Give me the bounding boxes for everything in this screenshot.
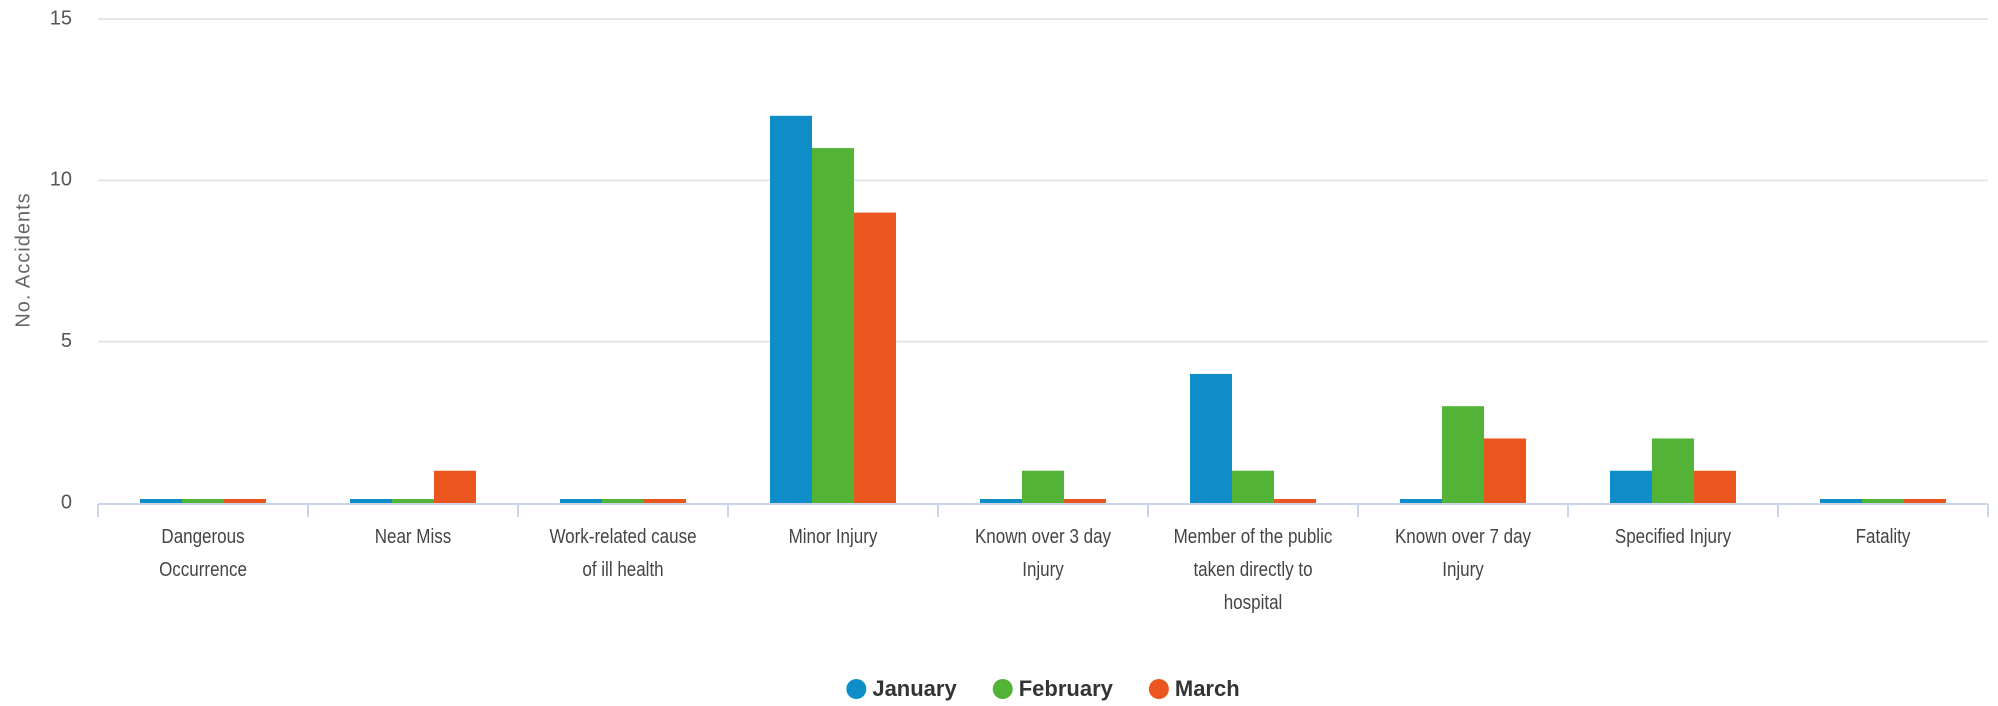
legend-marker: [992, 679, 1013, 699]
x-tick-label: Dangerous Occurrence: [159, 526, 247, 581]
bar: [1610, 470, 1652, 503]
bar: [1652, 438, 1694, 503]
bar: [182, 499, 224, 503]
legend-label: February: [1019, 676, 1114, 701]
bar: [434, 470, 476, 503]
bar: [1904, 499, 1946, 503]
x-tick-label: Member of the public taken directly to h…: [1173, 526, 1333, 614]
x-tick-label: Known over 3 day Injury: [974, 526, 1112, 581]
bar: [224, 499, 266, 503]
y-axis-title: No. Accidents: [12, 192, 34, 327]
x-tick-label: Known over 7 day Injury: [1394, 526, 1532, 581]
legend-label: January: [872, 676, 957, 701]
bar: [770, 115, 812, 504]
bar: [1064, 499, 1106, 503]
bar: [1484, 438, 1526, 503]
bar: [1862, 499, 1904, 503]
bar: [1190, 373, 1232, 503]
bar: [644, 499, 686, 503]
x-tick-label: Work-related cause of ill health: [549, 526, 697, 581]
x-tick-label: Minor Injury: [788, 526, 878, 548]
bar: [602, 499, 644, 503]
legend-label: March: [1175, 676, 1240, 701]
legend: January February March: [846, 676, 1240, 701]
bar: [980, 499, 1022, 503]
bar: [1232, 470, 1274, 503]
bar: [854, 212, 896, 503]
bar: [1442, 406, 1484, 503]
y-tick-label: 0: [61, 491, 72, 513]
bar: [140, 499, 182, 503]
y-tick-label: 10: [50, 169, 72, 191]
x-tick-label: Specified Injury: [1614, 526, 1732, 548]
legend-marker: [1148, 679, 1169, 699]
bar: [560, 499, 602, 503]
bar: [392, 499, 434, 503]
bar: [1820, 499, 1862, 503]
y-tick-label: 5: [61, 330, 72, 352]
legend-marker: [846, 679, 867, 699]
bar: [350, 499, 392, 503]
bar: [1022, 470, 1064, 503]
y-tick-label: 15: [50, 7, 72, 29]
bar: [812, 148, 854, 504]
bar: [1694, 470, 1736, 503]
x-tick-label: Near Miss: [374, 526, 452, 548]
bar: [1274, 499, 1316, 503]
x-tick-label: Fatality: [1855, 526, 1911, 548]
bar: [1400, 499, 1442, 503]
